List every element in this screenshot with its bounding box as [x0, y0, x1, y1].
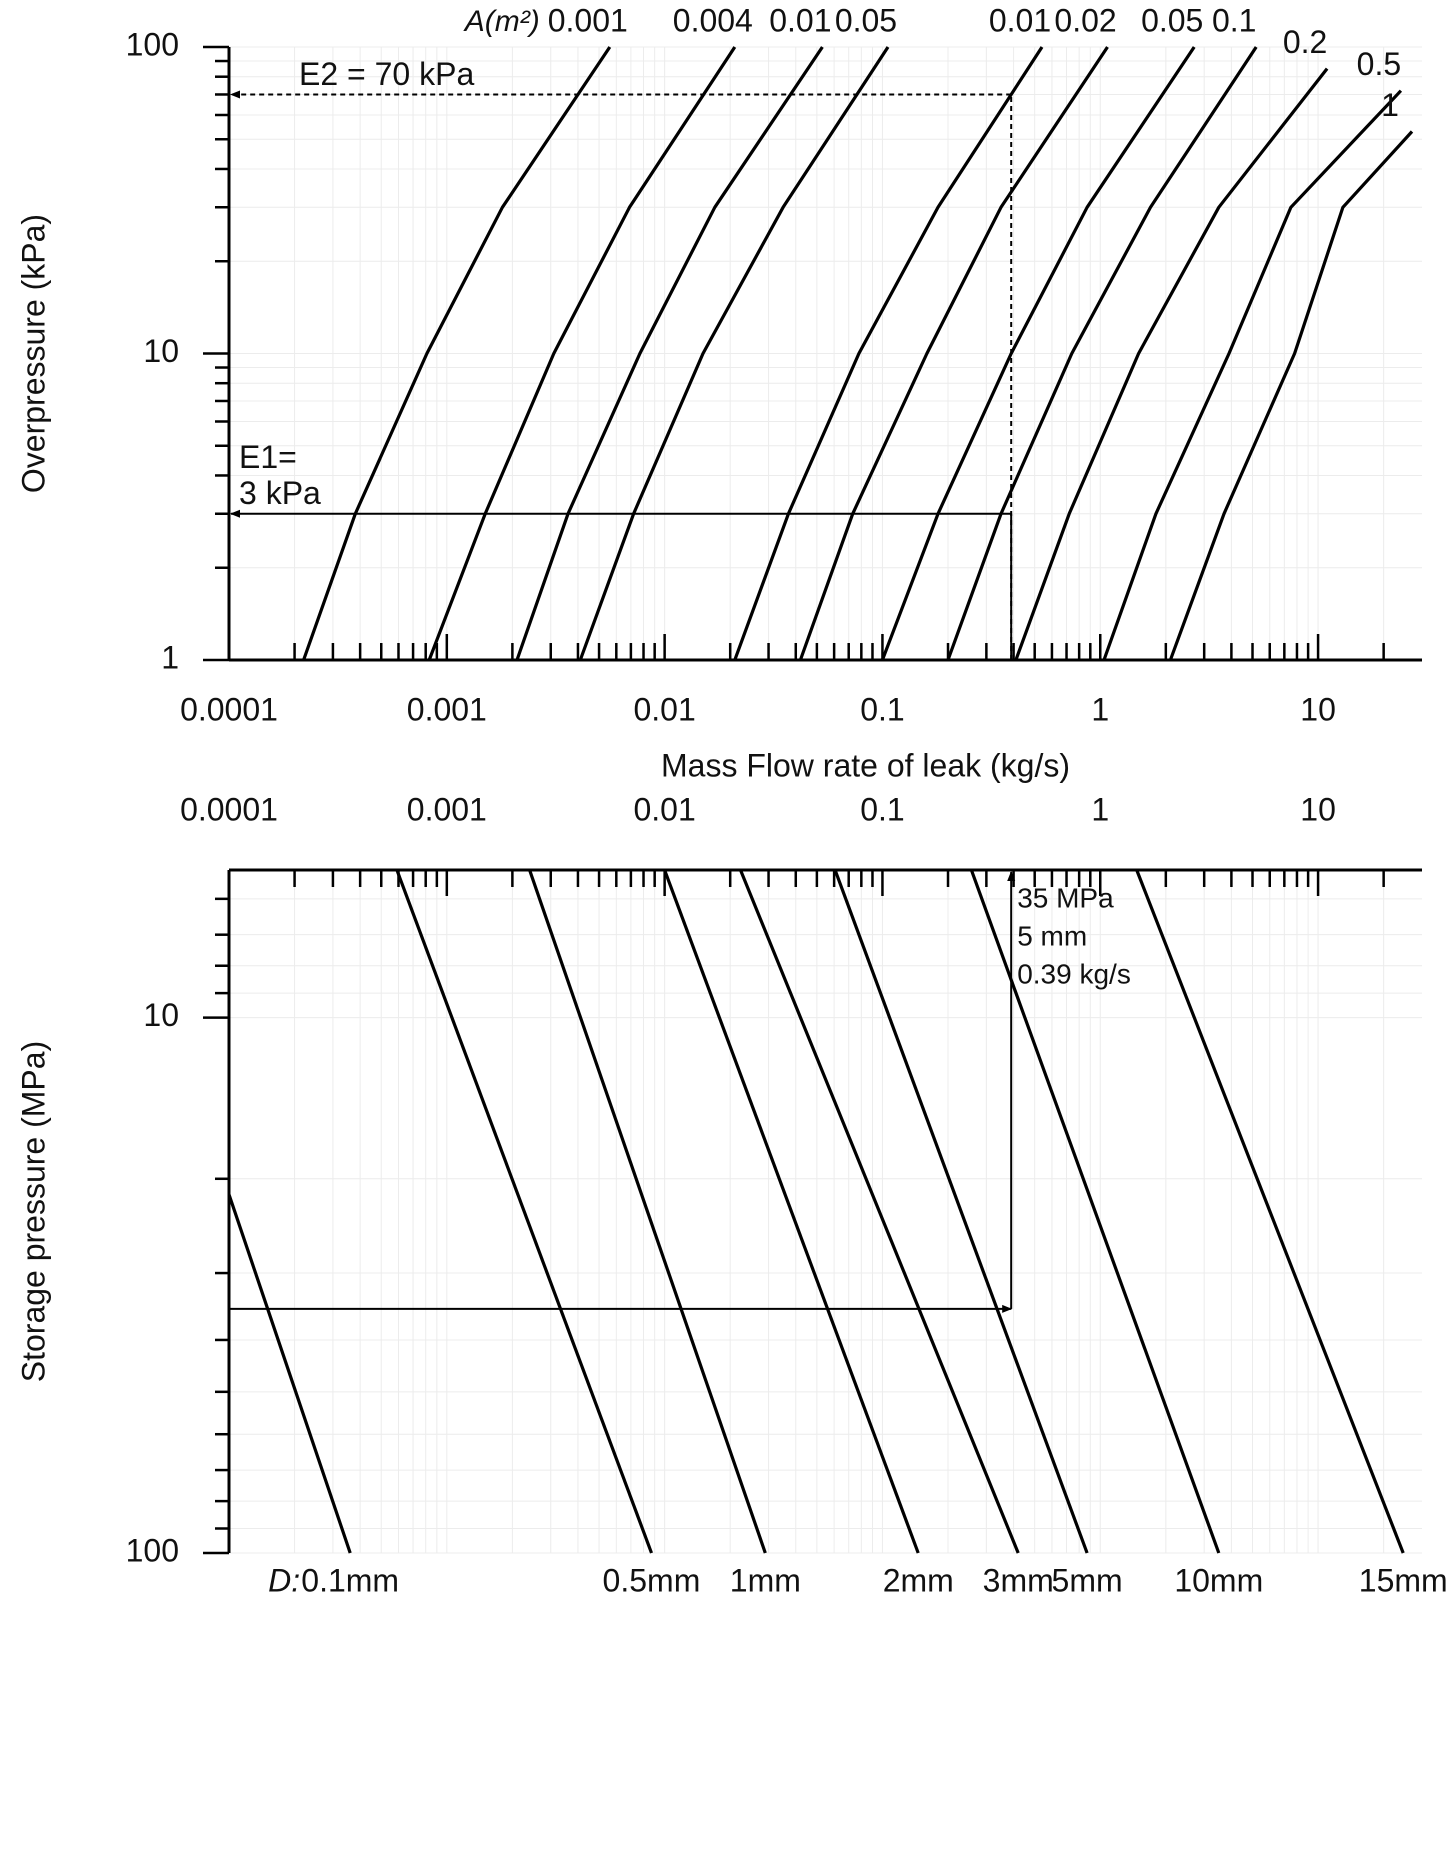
curve: [733, 46, 1044, 661]
curve: [880, 46, 1196, 661]
curve: [528, 869, 767, 1554]
series-label: 15mm: [1359, 1562, 1448, 1598]
series-label: 0.02: [1054, 2, 1116, 38]
series-label: 3mm: [983, 1562, 1054, 1598]
curve: [395, 869, 653, 1554]
curve: [1014, 67, 1329, 661]
curve: [227, 1193, 352, 1554]
series-label: 0.5mm: [603, 1562, 701, 1598]
guide-label: 3 kPa: [239, 475, 321, 511]
curve: [1102, 89, 1403, 661]
series-label: 0.004: [673, 2, 753, 38]
y-axis-title: Storage pressure (MPa): [15, 1041, 51, 1382]
series-label: 10mm: [1174, 1562, 1263, 1598]
curve: [427, 46, 737, 661]
curve: [1135, 869, 1405, 1554]
y-tick-label: 1: [161, 639, 179, 675]
x-axis-title: Mass Flow rate of leak (kg/s): [661, 747, 1070, 783]
x-tick-label: 0.0001: [180, 791, 278, 827]
x-tick-label: 0.0001: [180, 691, 278, 727]
x-tick-label: 10: [1300, 791, 1336, 827]
curve: [302, 46, 612, 661]
curve: [739, 869, 1020, 1554]
series-label: 0.001: [548, 2, 628, 38]
curve: [515, 46, 824, 661]
series-label: 0.05: [835, 2, 897, 38]
series-label: 2mm: [883, 1562, 954, 1598]
series-label: 0.5: [1357, 46, 1401, 82]
x-tick-label: 0.1: [860, 791, 904, 827]
series-label-title: A(m²): [463, 5, 540, 38]
x-tick-label: 1: [1091, 691, 1109, 727]
curve: [833, 869, 1089, 1554]
series-label: 0.01: [769, 2, 831, 38]
curve: [946, 46, 1258, 661]
guide-label: E1=: [239, 439, 297, 475]
curve: [1168, 130, 1414, 661]
x-tick-label: 0.01: [633, 691, 695, 727]
x-tick-label: 10: [1300, 691, 1336, 727]
curve: [798, 46, 1109, 661]
series-label: 0.01: [989, 2, 1051, 38]
guide-label: E2 = 70 kPa: [299, 56, 474, 92]
curve: [969, 869, 1221, 1554]
series-label: 0.2: [1283, 24, 1327, 60]
series-label: 5mm: [1052, 1562, 1123, 1598]
x-tick-label: 1: [1091, 791, 1109, 827]
x-tick-label: 0.01: [633, 791, 695, 827]
y-axis-title: Overpressure (kPa): [15, 214, 51, 493]
y-tick-label: 10: [143, 997, 179, 1033]
y-tick-label: 100: [126, 26, 179, 62]
y-tick-label: 10: [143, 333, 179, 369]
curve: [663, 869, 920, 1554]
guide-label: 0.39 kg/s: [1017, 958, 1131, 989]
series-label: 1mm: [730, 1562, 801, 1598]
series-label-title: D:: [268, 1562, 300, 1598]
series-label: 0.1mm: [301, 1562, 399, 1598]
x-tick-label: 0.001: [407, 791, 487, 827]
x-tick-label: 0.001: [407, 691, 487, 727]
guide-label: 5 mm: [1017, 920, 1087, 951]
y-tick-label: 100: [126, 1532, 179, 1568]
x-tick-label: 0.1: [860, 691, 904, 727]
curve: [578, 46, 890, 661]
guide-label: 35 MPa: [1017, 882, 1114, 913]
series-label: 0.05: [1141, 2, 1203, 38]
series-label: 1: [1381, 87, 1399, 123]
series-label: 0.1: [1212, 2, 1256, 38]
